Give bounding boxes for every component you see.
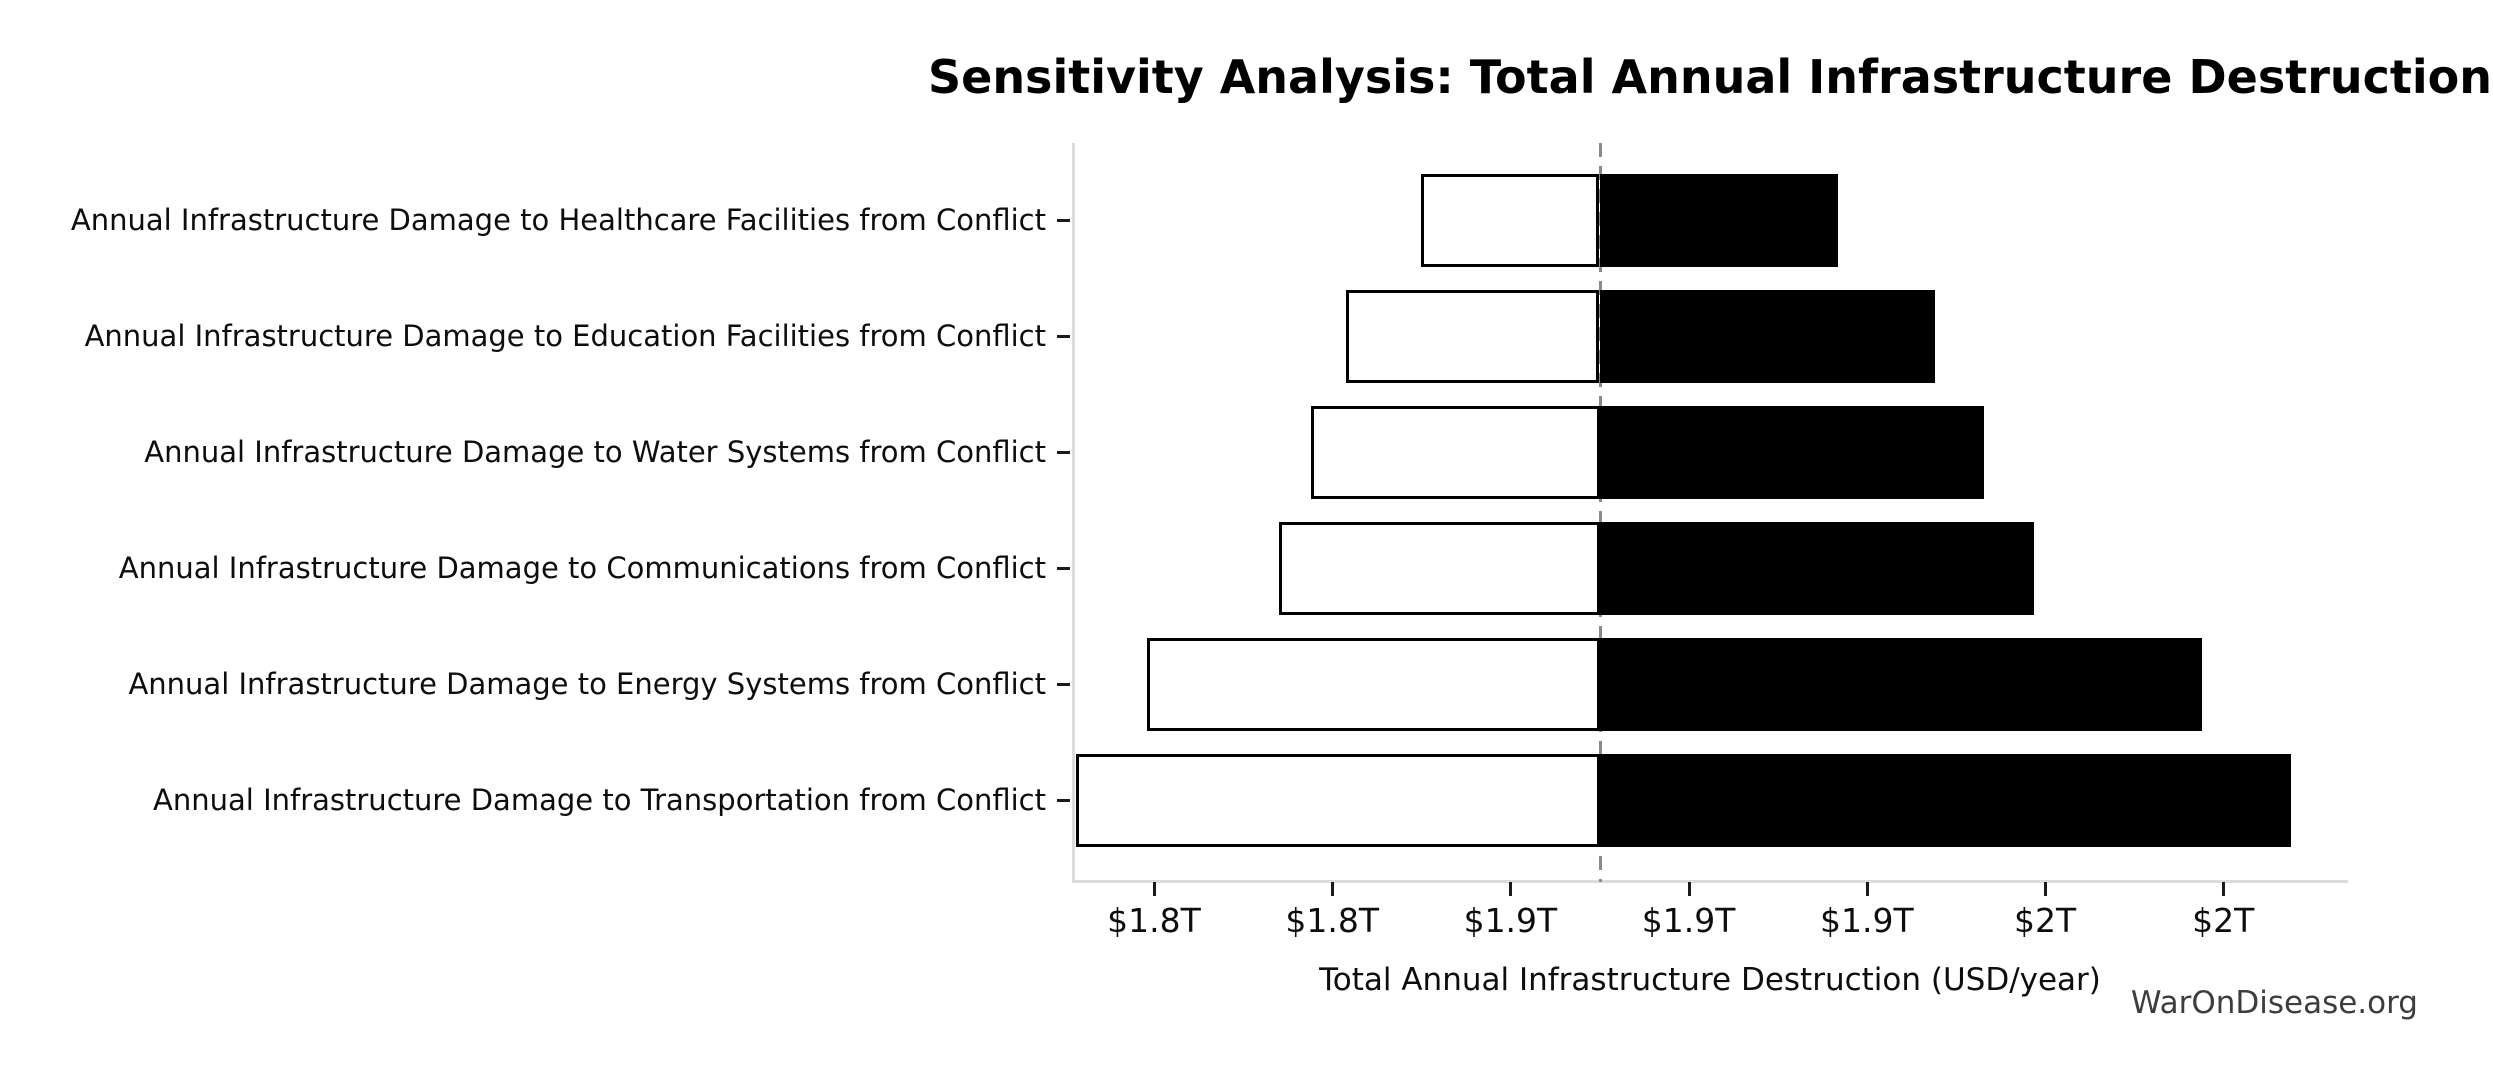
x-tick-label: $1.9T <box>1641 901 1736 940</box>
y-tick-mark <box>1057 335 1070 338</box>
x-tick-mark <box>1687 882 1691 896</box>
bar-high-segment <box>1599 405 1985 499</box>
y-tick-label: Annual Infrastructure Damage to Energy S… <box>128 667 1046 701</box>
x-tick-mark <box>1152 882 1156 896</box>
bar-high-segment <box>1599 521 2035 615</box>
x-tick-label: $2T <box>2013 901 2077 940</box>
x-tick-label: $2T <box>2192 901 2255 940</box>
bar-low-segment <box>1278 521 1600 615</box>
bar-high-segment <box>1599 289 1935 383</box>
watermark: WarOnDisease.org <box>2130 985 2418 1021</box>
plot-area <box>1072 143 2348 883</box>
x-tick-mark <box>2044 882 2048 896</box>
x-tick-mark <box>1331 882 1335 896</box>
x-tick-label: $1.9T <box>1819 901 1914 940</box>
bar-low-segment <box>1310 405 1600 499</box>
x-tick-mark <box>1509 882 1513 896</box>
y-tick-label: Annual Infrastructure Damage to Healthca… <box>70 203 1046 237</box>
chart-title: Sensitivity Analysis: Total Annual Infra… <box>927 50 2493 104</box>
y-axis-spine <box>1072 143 1075 882</box>
y-tick-label: Annual Infrastructure Damage to Water Sy… <box>144 435 1046 469</box>
y-tick-label: Annual Infrastructure Damage to Educatio… <box>84 319 1046 353</box>
base-value-dashed-line <box>1598 143 1602 882</box>
y-tick-label: Annual Infrastructure Damage to Communic… <box>118 551 1046 585</box>
x-tick-label: $1.9T <box>1463 901 1558 940</box>
bar-high-segment <box>1599 753 2291 847</box>
bar-high-segment <box>1599 637 2202 731</box>
x-tick-mark <box>1865 882 1869 896</box>
x-tick-label: $1.8T <box>1285 901 1380 940</box>
y-tick-mark <box>1057 567 1070 570</box>
x-axis-label: Total Annual Infrastructure Destruction … <box>1319 962 2101 998</box>
y-tick-label: Annual Infrastructure Damage to Transpor… <box>153 783 1046 817</box>
x-tick-mark <box>2222 882 2226 896</box>
bar-low-segment <box>1146 637 1600 731</box>
x-tick-label: $1.8T <box>1107 901 1201 940</box>
bar-low-segment <box>1075 753 1600 847</box>
x-axis-spine <box>1072 880 2348 883</box>
y-tick-mark <box>1057 799 1070 802</box>
y-tick-mark <box>1057 219 1070 222</box>
bar-low-segment <box>1421 173 1600 267</box>
y-tick-mark <box>1057 451 1070 454</box>
bar-low-segment <box>1346 289 1600 383</box>
y-tick-mark <box>1057 683 1070 686</box>
bar-high-segment <box>1599 173 1839 267</box>
